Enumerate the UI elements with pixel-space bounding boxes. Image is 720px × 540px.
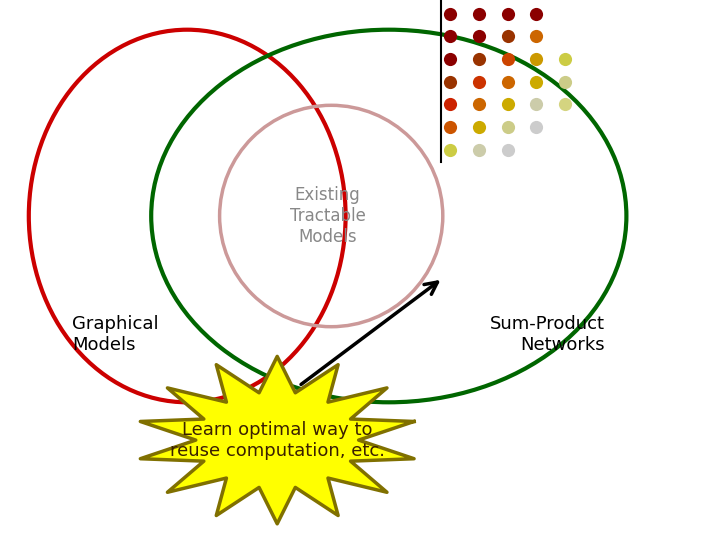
Point xyxy=(502,100,513,109)
Point xyxy=(444,32,456,40)
Point xyxy=(502,32,513,40)
Point xyxy=(531,123,542,131)
Point xyxy=(559,100,571,109)
Point xyxy=(473,145,485,154)
Point xyxy=(531,32,542,40)
Point xyxy=(502,145,513,154)
Point xyxy=(502,55,513,63)
Point xyxy=(473,77,485,86)
Point xyxy=(473,100,485,109)
Point xyxy=(473,9,485,18)
Point xyxy=(531,77,542,86)
Point xyxy=(559,77,571,86)
Point xyxy=(531,55,542,63)
Text: Existing
Tractable
Models: Existing Tractable Models xyxy=(289,186,366,246)
Polygon shape xyxy=(140,356,414,524)
Text: Graphical
Models: Graphical Models xyxy=(72,315,158,354)
Point xyxy=(473,55,485,63)
Point xyxy=(444,9,456,18)
Point xyxy=(531,100,542,109)
Point xyxy=(559,55,571,63)
Point xyxy=(444,55,456,63)
Point xyxy=(444,123,456,131)
Point xyxy=(531,9,542,18)
Point xyxy=(502,9,513,18)
Text: Sum-Product
Networks: Sum-Product Networks xyxy=(490,315,605,354)
Point xyxy=(502,123,513,131)
Text: Learn optimal way to
reuse computation, etc.: Learn optimal way to reuse computation, … xyxy=(170,421,384,460)
Point xyxy=(473,123,485,131)
Point xyxy=(502,77,513,86)
Point xyxy=(444,77,456,86)
Point xyxy=(473,32,485,40)
Point xyxy=(444,145,456,154)
Point xyxy=(444,100,456,109)
